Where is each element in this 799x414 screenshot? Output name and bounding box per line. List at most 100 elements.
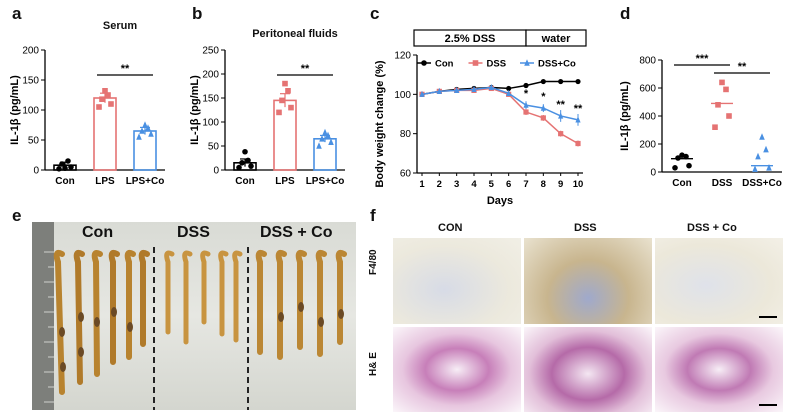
c-ytick-label-1: 80 [400,129,412,140]
chart-d: 0 200 400 600 800 IL-1β (pg/mL) Con DSS DSS+Co **… [619,53,782,189]
c-point-2-0 [419,90,425,97]
d-sig-label-1: ** [738,61,747,73]
a-point-0-2 [59,161,65,167]
histo-row-he: H& E [368,352,379,376]
d-point-1-2 [715,102,721,108]
b-point-1-4 [282,80,288,87]
panel-letter-e: e [12,206,22,225]
c-sig-1: * [541,91,546,103]
b-point-0-4 [242,148,248,155]
c-sig-0: * [524,88,529,100]
d-xtick-label-1: DSS [712,178,733,189]
c-legend-marker-1 [472,60,479,66]
chart-b-title: Peritoneal fluids [252,28,338,40]
a-xtick-label-0: Con [55,176,74,187]
chart-c: 60 80 100 120 1 2 3 4 5 6 7 8 9 10 Days Body weight cha… [374,29,587,207]
b-point-2-3 [325,131,331,139]
a-ytick-label-1: 50 [28,136,40,147]
b-point-2-0 [316,142,322,149]
b-ytick-label-4: 200 [202,70,219,81]
c-sig-3: ** [574,103,583,115]
a-point-1-0 [96,104,102,110]
a-point-2-3 [145,124,151,131]
a-point-1-3 [105,92,111,98]
c-treatment-label-1: water [541,33,571,45]
histo-he-dss-co [655,327,783,412]
b-point-0-3 [245,157,251,164]
d-point-2-0 [752,165,758,172]
a-point-1-2 [99,96,105,102]
c-point-1-8 [558,131,564,137]
b-point-1-3 [285,88,291,94]
b-ylabel: IL-1β (pg/mL) [189,75,201,145]
c-series-line-0 [421,80,578,96]
b-point-0-1 [248,163,254,169]
a-ytick-label-0: 0 [33,166,39,177]
c-point-0-7 [540,78,546,85]
a-ytick-label-2: 100 [22,106,39,117]
panel-letter-f: f [370,206,376,225]
c-xtick-label-2: 3 [454,179,459,190]
a-point-1-1 [108,101,114,107]
scale-bar-bottom [759,404,777,406]
c-xtick-label-0: 1 [419,179,425,190]
c-treatment-box-1 [525,29,587,47]
d-ytick-label-3: 600 [639,84,656,95]
a-point-0-0 [56,166,62,172]
d-point-1-4 [719,79,725,86]
d-ytick-label-1: 200 [639,140,656,151]
b-ytick-label-5: 250 [202,46,219,57]
c-xtick-label-8: 9 [558,179,563,190]
chart-b: 0 50 100 150 200 250 IL-1β (pg/mL) Con LPS LPS+Co… [189,46,345,187]
b-xtick-label-0: Con [235,176,254,187]
c-point-2-6 [523,101,529,108]
colon-photo: Con DSS DSS + Co [32,222,356,410]
d-ytick-label-4: 800 [639,56,656,67]
panel-letter-b: b [192,4,203,23]
c-point-2-4 [488,83,494,91]
histo-he-con [393,327,521,412]
c-point-2-9 [575,116,581,123]
d-point-2-3 [763,145,769,153]
c-point-0-6 [523,82,529,89]
a-point-2-2 [139,127,145,134]
a-bar-2 [133,130,157,171]
a-point-2-4 [142,121,148,128]
c-legend-label-0: Con [435,59,454,70]
d-xtick-label-2: DSS+Co [742,178,782,189]
d-point-2-1 [766,164,772,171]
d-point-1-3 [723,86,729,93]
c-point-0-9 [575,78,581,85]
b-point-1-2 [279,97,285,104]
panel-letter-d: d [620,4,631,23]
c-xtick-label-5: 6 [506,179,511,190]
c-treatment-label-0: 2.5% DSS [445,33,496,45]
a-point-1-4 [102,88,108,94]
c-point-2-5 [506,89,512,96]
chart-a: 0 50 100 150 200 IL-1β (pg/mL) Con LPS LPS+Co ** [9,46,165,187]
c-xtick-label-4: 5 [489,179,495,190]
histo-he-dss [524,327,652,412]
b-point-2-1 [328,138,334,145]
colon-group-con: Con [82,224,114,241]
d-point-0-1 [686,162,692,169]
b-point-0-2 [239,160,245,166]
d-ytick-label-0: 0 [650,168,656,179]
scale-bar-top [759,316,777,318]
c-legend-label-2: DSS+Co [538,59,576,70]
c-xtick-label-9: 10 [573,179,584,190]
a-point-0-4 [62,165,68,171]
chart-a-title: Serum [102,20,138,32]
b-ytick-label-2: 100 [202,118,219,129]
a-point-2-1 [148,130,154,137]
c-ytick-label-0: 60 [400,169,412,180]
d-point-2-2 [755,152,761,160]
a-xtick-label-2: LPS+Co [126,176,165,187]
b-point-0-0 [236,164,242,171]
c-series-line-1 [421,87,579,145]
d-point-0-0 [672,165,678,171]
b-point-2-2 [319,135,325,142]
c-xtick-label-3: 4 [471,179,477,190]
histo-f480-con [393,238,521,324]
c-xlabel: Days [487,195,513,207]
